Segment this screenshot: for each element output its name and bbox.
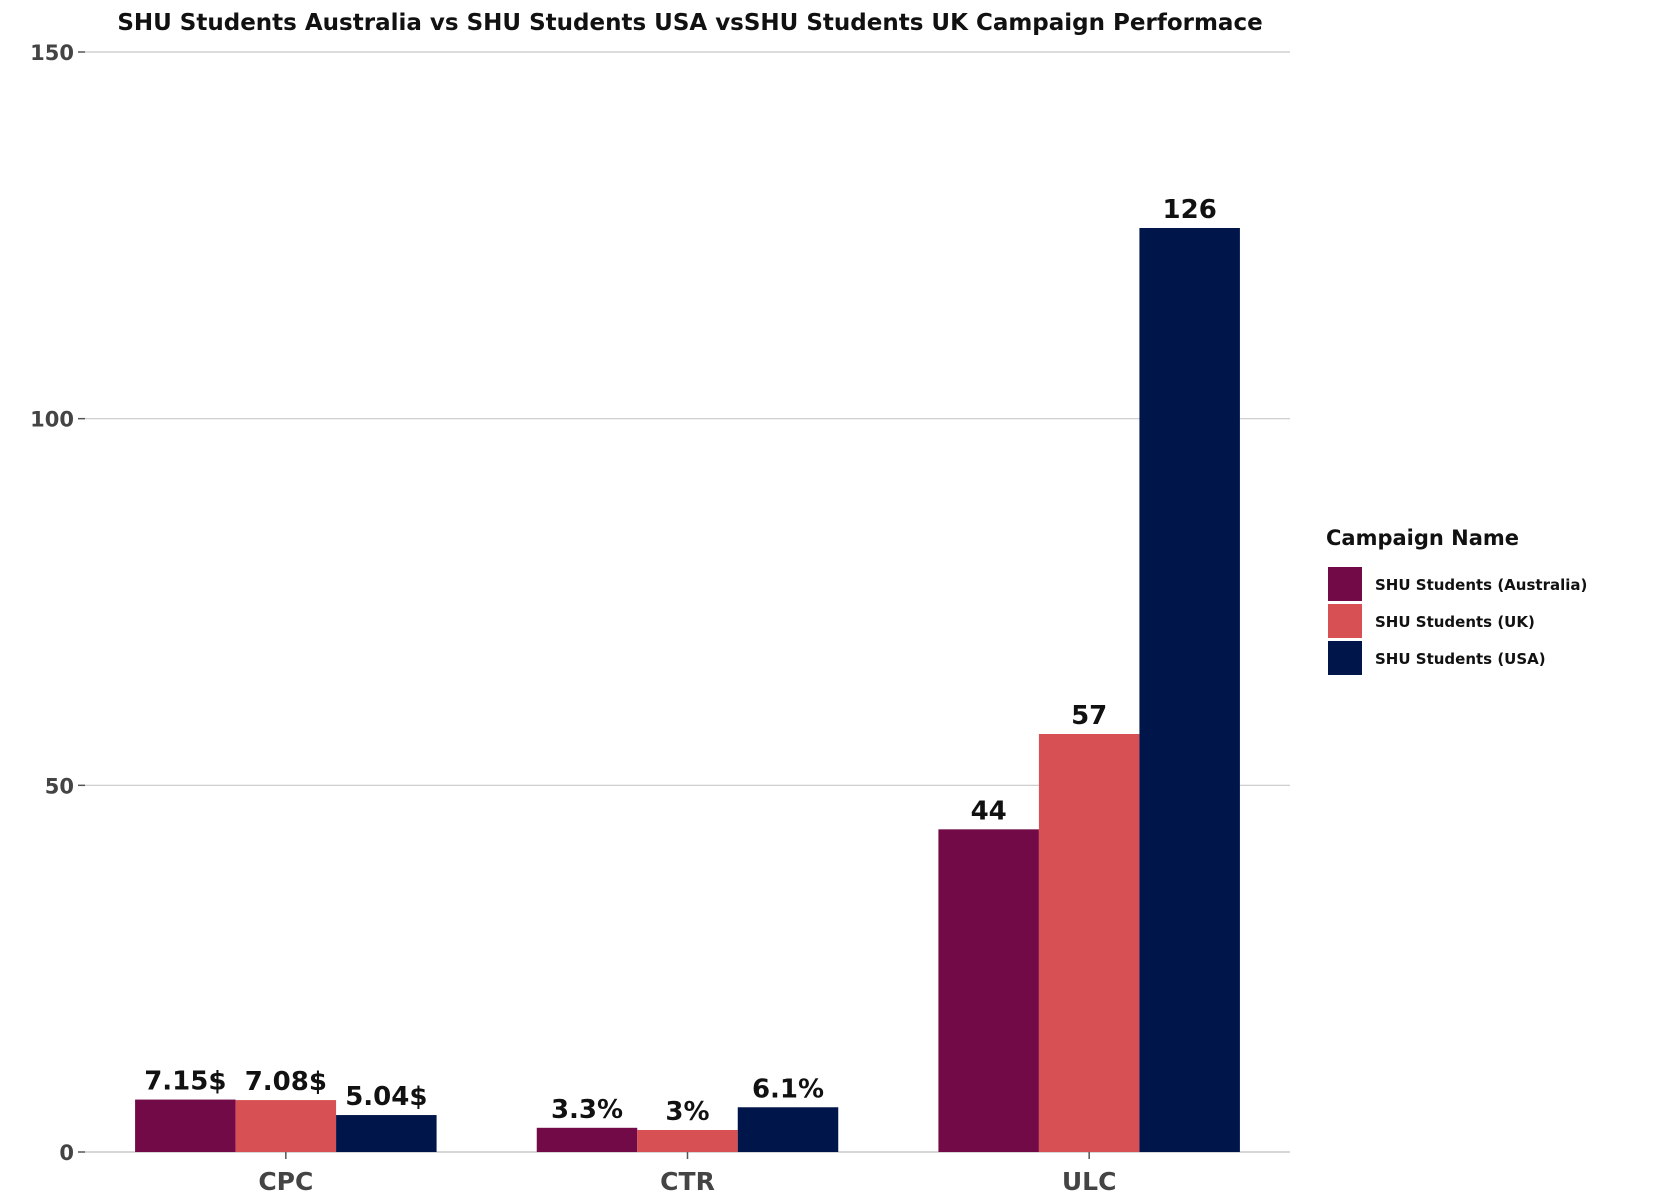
legend-swatch-1	[1328, 604, 1362, 638]
y-tick-label-150: 150	[30, 41, 74, 65]
legend-swatch-2	[1328, 641, 1362, 675]
legend: Campaign Name SHU Students (Australia) SH…	[1326, 526, 1587, 675]
x-tick-label-cpc: CPC	[258, 1167, 313, 1192]
data-label-ulc-series-0: 44	[971, 796, 1007, 826]
bar-cpc-series-0	[135, 1099, 236, 1152]
legend-label-2: SHU Students (USA)	[1375, 650, 1546, 668]
data-label-ctr-series-2: 6.1%	[752, 1074, 824, 1104]
y-tick-label-100: 100	[30, 408, 74, 432]
bar-ctr-series-2	[737, 1107, 839, 1152]
data-labels: 7.15$ 7.08$ 5.04$ 3.3% 3% 6.1% 44 57 126	[144, 195, 1217, 1127]
data-label-cpc-series-2: 5.04$	[345, 1082, 427, 1112]
bar-cpc-series-1	[235, 1100, 337, 1152]
data-label-cpc-series-0: 7.15$	[144, 1067, 226, 1097]
legend-label-0: SHU Students (Australia)	[1375, 576, 1587, 594]
axes: 0 50 100 150 CPC CTR ULC	[30, 41, 1116, 1192]
chart-title: SHU Students Australia vs SHU Students U…	[117, 10, 1262, 36]
legend-swatch-0	[1328, 567, 1362, 601]
bars	[135, 228, 1240, 1152]
bar-ulc-series-0	[938, 829, 1039, 1152]
y-tick-label-50: 50	[45, 774, 74, 798]
data-label-ctr-series-0: 3.3%	[551, 1095, 623, 1125]
bar-ctr-series-0	[536, 1127, 638, 1152]
legend-label-1: SHU Students (UK)	[1375, 613, 1535, 631]
data-label-ctr-series-1: 3%	[665, 1097, 709, 1127]
bar-ulc-series-1	[1038, 734, 1140, 1152]
bar-ctr-series-1	[637, 1130, 738, 1152]
bar-cpc-series-2	[336, 1115, 437, 1152]
legend-title: Campaign Name	[1326, 526, 1519, 550]
data-label-cpc-series-1: 7.08$	[245, 1067, 327, 1097]
y-tick-label-0: 0	[59, 1141, 74, 1165]
data-label-ulc-series-1: 57	[1071, 701, 1107, 731]
x-tick-label-ctr: CTR	[660, 1167, 715, 1192]
data-label-ulc-series-2: 126	[1163, 195, 1217, 225]
bar-ulc-series-2	[1139, 228, 1240, 1152]
x-tick-label-ulc: ULC	[1062, 1167, 1117, 1192]
